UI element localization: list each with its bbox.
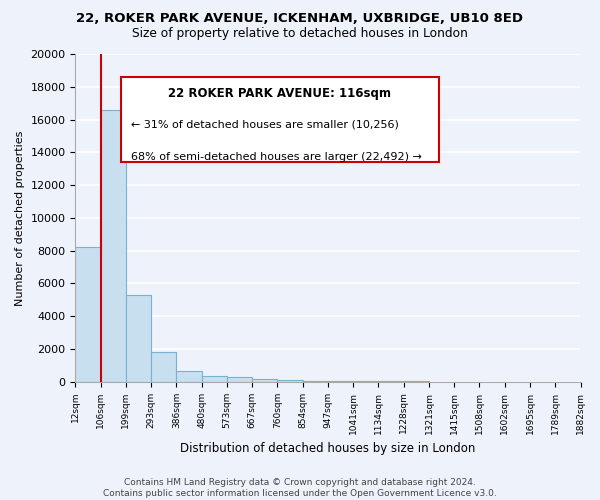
Bar [328, 381, 353, 382]
Text: 22 ROKER PARK AVENUE: 116sqm: 22 ROKER PARK AVENUE: 116sqm [169, 87, 391, 100]
Bar [76, 248, 101, 382]
Bar [202, 376, 227, 382]
FancyBboxPatch shape [121, 77, 439, 162]
X-axis label: Distribution of detached houses by size in London: Distribution of detached houses by size … [180, 442, 476, 455]
Bar [126, 295, 151, 382]
Bar [227, 377, 252, 382]
Bar [277, 380, 302, 382]
Y-axis label: Number of detached properties: Number of detached properties [15, 130, 25, 306]
Text: 68% of semi-detached houses are larger (22,492) →: 68% of semi-detached houses are larger (… [131, 152, 422, 162]
Text: Contains HM Land Registry data © Crown copyright and database right 2024.
Contai: Contains HM Land Registry data © Crown c… [103, 478, 497, 498]
Text: 22, ROKER PARK AVENUE, ICKENHAM, UXBRIDGE, UB10 8ED: 22, ROKER PARK AVENUE, ICKENHAM, UXBRIDG… [77, 12, 523, 26]
Bar [101, 110, 126, 382]
Bar [176, 371, 202, 382]
Bar [252, 380, 277, 382]
Text: ← 31% of detached houses are smaller (10,256): ← 31% of detached houses are smaller (10… [131, 120, 399, 130]
Text: Size of property relative to detached houses in London: Size of property relative to detached ho… [132, 28, 468, 40]
Bar [151, 352, 176, 382]
Bar [302, 380, 328, 382]
Bar [353, 381, 379, 382]
